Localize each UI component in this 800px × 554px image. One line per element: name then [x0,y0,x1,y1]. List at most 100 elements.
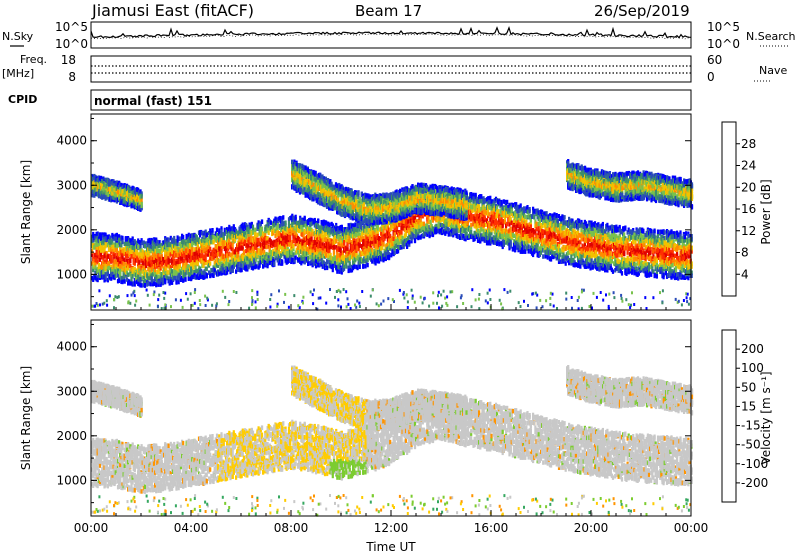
power-cell [107,247,111,253]
power-cell [259,221,262,227]
power-cell [407,219,410,224]
power-cell [92,231,95,237]
power-cell [195,235,198,240]
power-cell [94,265,97,270]
power-cell [128,260,131,265]
power-cell [282,240,285,246]
power-cell [123,270,126,275]
power-cell [232,249,235,255]
power-cell [209,246,212,252]
power-cell [274,233,277,239]
power-cell [220,237,223,243]
power-cell [206,252,210,257]
power-cell [309,255,312,260]
freq-unit-label: [MHz] [2,67,34,80]
power-cell [264,262,267,268]
power-cell [142,240,145,246]
power-cell [282,222,285,227]
power-cell [201,271,204,276]
power-cell [220,261,223,266]
power-cell [246,238,249,243]
power-cell [205,232,208,237]
power-cell [139,245,142,251]
power-cell [304,224,307,229]
power-cell [169,265,172,270]
power-cell [168,247,171,252]
power-cell [159,259,162,265]
power-cell [277,231,280,237]
power-cell [273,218,276,224]
power-cell [92,243,95,248]
power-cell [111,271,114,277]
power-cell [325,253,328,258]
power-cell [237,247,240,252]
power-cell [231,242,234,248]
freq-panel [90,55,692,83]
power-cell [313,252,316,257]
power-cell [166,270,169,275]
power-cell [121,239,124,245]
power-cell [246,243,249,248]
nsearch-label: N.Search [746,30,796,43]
power-cell [291,242,294,248]
power-cell [154,244,157,249]
power-cell [196,249,199,255]
power-cell [119,250,122,256]
power-cell [284,223,287,228]
power-cell [187,232,190,238]
power-cell [196,254,199,260]
power-cell [242,236,246,241]
power-cell [169,271,172,276]
power-cell [237,231,240,236]
power-cell [294,230,297,235]
power-cell [137,274,140,279]
power-cell [282,215,285,220]
power-cell [303,259,306,265]
power-cell [133,278,136,283]
power-cell [413,238,417,244]
power-cell [319,236,322,242]
power-cell [301,259,304,264]
power-cell [223,256,226,261]
power-cell [470,222,473,228]
power-cell [203,274,206,280]
power-cell [156,275,159,281]
power-cell [136,248,139,254]
power-cell [210,234,213,240]
power-cell [183,265,186,270]
power-cell [114,247,117,253]
power-cell [183,250,186,255]
power-cell [269,225,273,231]
power-cell [233,250,237,255]
power-cell [185,260,188,265]
power-cell [118,278,121,283]
power-cell [209,228,212,233]
power-cell [319,247,322,252]
power-cell [266,261,269,267]
power-cell [109,242,112,248]
power-cell [264,241,267,246]
power-cell [125,241,129,247]
power-cell [165,274,168,279]
power-cell [111,269,114,274]
power-cell [291,217,294,222]
power-cell [313,256,316,261]
power-cell [309,237,312,243]
power-cell [197,248,201,253]
power-cell [156,269,159,275]
power-cell [269,220,273,225]
power-cell [326,265,329,271]
power-cell [267,255,270,260]
power-cell [232,258,235,263]
power-cell [222,237,225,242]
power-cell [97,262,100,268]
power-cell [318,225,321,230]
power-cell [138,240,141,245]
power-cell [196,269,199,274]
power-cell [98,257,102,262]
power-cell [250,256,253,261]
power-cell [245,234,248,240]
power-cell [366,257,369,263]
power-cell [116,243,120,248]
power-cell [147,247,150,252]
